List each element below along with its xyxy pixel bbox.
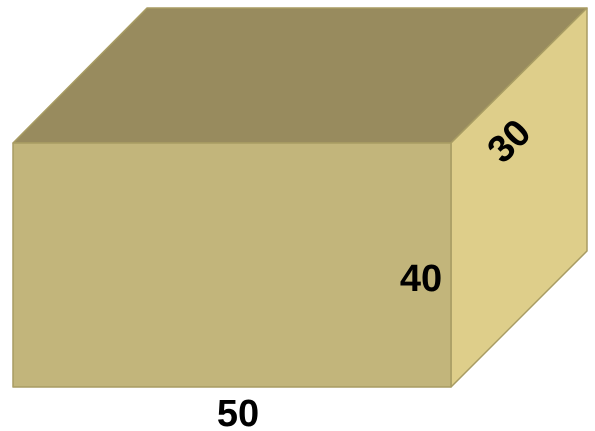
length-label: 50 [217,393,259,431]
height-label: 40 [400,258,442,300]
prism-front-face [12,142,452,388]
